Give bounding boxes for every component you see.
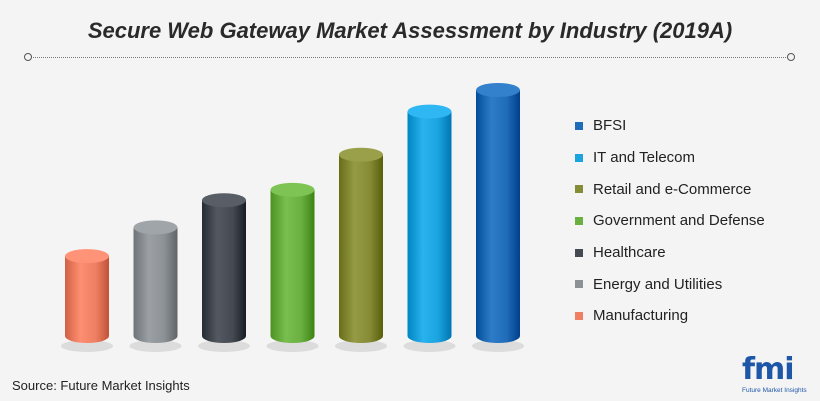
bar-body — [202, 200, 246, 343]
bar-body — [65, 256, 109, 343]
legend-item: Retail and e-Commerce — [575, 173, 765, 205]
divider-left-dot — [24, 53, 32, 61]
bar-body — [407, 111, 452, 344]
legend-swatch — [575, 153, 583, 162]
bar-manufacturing — [61, 249, 113, 352]
bar-top — [407, 104, 452, 119]
bar-retail-and-e-commerce — [335, 147, 387, 352]
bar-top — [133, 220, 178, 235]
bar-top — [202, 193, 246, 208]
legend-item: BFSI — [575, 110, 765, 142]
bar-healthcare — [198, 193, 250, 352]
bar-body — [270, 189, 315, 344]
legend-label: Government and Defense — [593, 212, 765, 230]
legend-swatch — [575, 185, 583, 194]
legend-label: BFSI — [593, 117, 627, 135]
legend-swatch — [575, 311, 583, 320]
chart-legend: BFSI IT and Telecom Retail and e-Commerce G… — [575, 110, 765, 332]
divider-right-dot — [787, 53, 795, 61]
bar-shadow — [403, 340, 456, 352]
legend-label: Energy and Utilities — [593, 275, 723, 293]
bar-shadow — [472, 340, 524, 352]
legend-swatch — [575, 121, 583, 130]
legend-label: Healthcare — [593, 244, 666, 262]
bar-shadow — [335, 340, 387, 352]
legend-swatch — [575, 280, 583, 289]
legend-item: Healthcare — [575, 237, 765, 269]
legend-item: IT and Telecom — [575, 142, 765, 174]
legend-label: Manufacturing — [593, 307, 689, 325]
bar-shadow — [198, 340, 250, 352]
bar-top — [65, 249, 109, 264]
bar-top — [270, 182, 315, 197]
bar-government-and-defense — [266, 182, 319, 352]
chart-title: Secure Web Gateway Market Assessment by … — [87, 18, 733, 43]
bar-shadow — [61, 340, 113, 352]
bar-energy-and-utilities — [129, 220, 182, 352]
source-note: Source: Future Market Insights — [12, 378, 190, 393]
bar-body — [339, 154, 383, 343]
legend-swatch — [575, 248, 583, 257]
bar-top — [476, 83, 520, 97]
bar-top — [339, 147, 383, 162]
title-divider — [28, 57, 792, 58]
legend-label: Retail and e-Commerce — [593, 180, 752, 198]
fmi-logo: fmi — [742, 352, 795, 387]
bar-bfsi — [472, 83, 524, 352]
bar-body — [476, 90, 520, 343]
legend-item: Energy and Utilities — [575, 268, 765, 300]
bar-shadow — [129, 340, 182, 352]
legend-item: Manufacturing — [575, 300, 765, 332]
bar-shadow — [266, 340, 319, 352]
legend-swatch — [575, 216, 583, 225]
bar-body — [133, 227, 178, 344]
legend-item: Government and Defense — [575, 205, 765, 237]
bar-it-and-telecom — [403, 104, 456, 352]
legend-label: IT and Telecom — [593, 149, 696, 167]
fmi-logo-subtitle: Future Market Insights — [742, 387, 807, 394]
